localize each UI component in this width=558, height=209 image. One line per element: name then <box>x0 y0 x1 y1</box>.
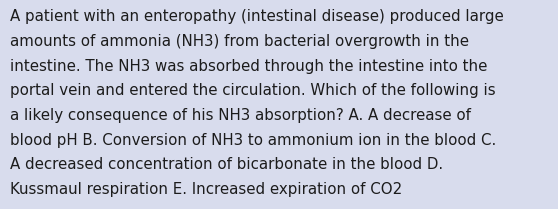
Text: amounts of ammonia (NH3) from bacterial overgrowth in the: amounts of ammonia (NH3) from bacterial … <box>10 34 469 49</box>
Text: A patient with an enteropathy (intestinal disease) produced large: A patient with an enteropathy (intestina… <box>10 9 504 24</box>
Text: Kussmaul respiration E. Increased expiration of CO2: Kussmaul respiration E. Increased expira… <box>10 182 402 197</box>
Text: A decreased concentration of bicarbonate in the blood D.: A decreased concentration of bicarbonate… <box>10 157 443 172</box>
Text: a likely consequence of his NH3 absorption? A. A decrease of: a likely consequence of his NH3 absorpti… <box>10 108 471 123</box>
Text: portal vein and entered the circulation. Which of the following is: portal vein and entered the circulation.… <box>10 83 496 98</box>
Text: blood pH B. Conversion of NH3 to ammonium ion in the blood C.: blood pH B. Conversion of NH3 to ammoniu… <box>10 133 496 148</box>
Text: intestine. The NH3 was absorbed through the intestine into the: intestine. The NH3 was absorbed through … <box>10 59 488 74</box>
